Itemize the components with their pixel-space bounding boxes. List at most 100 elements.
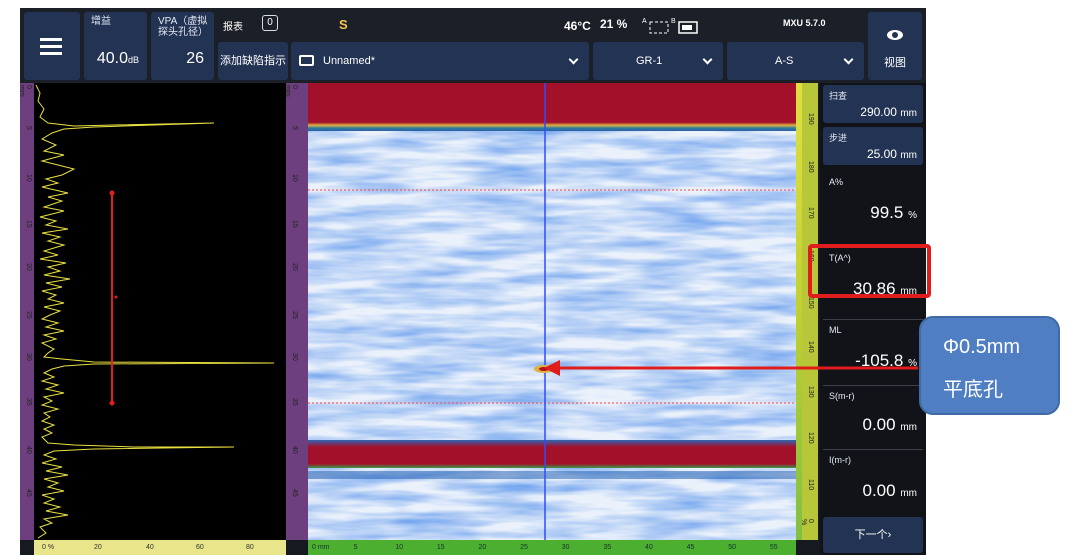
firmware-version: MXU 5.7.0 — [783, 18, 826, 28]
group-dropdown[interactable]: GR-1 — [593, 42, 723, 80]
x-tick: 50 — [728, 544, 736, 551]
x-tick: 25 — [520, 544, 528, 551]
reading-step[interactable]: 步进 25.00 mm — [823, 127, 923, 165]
reading-label: I(m-r) — [829, 455, 851, 465]
ruler-tick: 190 — [807, 113, 814, 125]
y-tick: 5 — [291, 126, 298, 130]
menu-button[interactable] — [24, 12, 80, 80]
x-tick: 10 — [395, 544, 404, 551]
annotation-callout: Φ0.5mm 平底孔 — [919, 316, 1060, 415]
flaw-detector-screen: 增益 40.0dB VPA（虚拟探头孔径） 26 报表 0 S 46°C 21 … — [20, 8, 926, 555]
ruler-tick: 150 — [807, 297, 814, 309]
reading-ml[interactable]: ML -105.8 % — [823, 321, 923, 389]
x-tick: 0 mm — [312, 544, 330, 551]
view-mode-dropdown[interactable]: A-S — [727, 42, 864, 80]
x-tick: 20 — [478, 544, 487, 551]
probe-a-label: A — [642, 18, 647, 25]
x-tick: 30 — [561, 544, 570, 551]
readings-panel: 扫查 290.00 mm 步进 25.00 mm A% 99.5 % T(A^)… — [820, 83, 926, 555]
y-tick: 0 mm — [284, 85, 298, 97]
ascan-depth-ruler: 0 mm 5 10 15 20 25 30 35 40 45 — [20, 83, 34, 540]
cscan-image — [308, 83, 796, 540]
file-dropdown[interactable]: Unnamed* — [291, 42, 589, 80]
x-tick: 40 — [146, 544, 154, 551]
reading-label: 步进 — [829, 133, 848, 143]
reading-value: 99.5 % — [870, 203, 917, 222]
reading-value: 25.00 mm — [866, 147, 917, 161]
divider — [823, 385, 923, 386]
x-tick: 40 — [644, 544, 653, 551]
y-tick: 25 — [25, 311, 32, 319]
y-tick: 10 — [291, 174, 298, 182]
x-tick: 15 — [436, 544, 445, 551]
add-flaw-indication-button[interactable]: 添加缺陷指示 — [218, 42, 288, 80]
reading-scan[interactable]: 扫查 290.00 mm — [823, 85, 923, 123]
y-tick: 35 — [291, 398, 298, 406]
view-label: 视图 — [884, 57, 906, 69]
cscan-depth-ruler: 0 mm 5 10 15 20 25 30 35 40 45 — [284, 83, 308, 540]
probe-b-label: B — [671, 18, 676, 25]
reading-label: S(m-r) — [829, 391, 855, 401]
x-tick: 55 — [769, 544, 778, 551]
reading-amplitude[interactable]: A% 99.5 % — [823, 173, 923, 243]
temperature-readout: 46°C — [564, 19, 591, 33]
y-tick: 30 — [291, 353, 298, 361]
vpa-label: VPA（虚拟探头孔径） — [158, 16, 208, 38]
gain-control[interactable]: 增益 40.0dB — [84, 12, 147, 80]
folder-icon — [299, 55, 314, 66]
y-tick: 35 — [25, 398, 32, 406]
chevron-down-icon — [843, 54, 854, 65]
x-tick: 5 — [353, 544, 358, 551]
top-toolbar: 增益 40.0dB VPA（虚拟探头孔径） 26 报表 0 S 46°C 21 … — [20, 8, 926, 83]
ascan-waveform — [35, 84, 275, 539]
report-label: 报表 — [223, 22, 243, 33]
annotation-line1: Φ0.5mm — [943, 336, 1021, 358]
reading-label: ML — [829, 325, 842, 335]
reading-value: 290.00 mm — [860, 105, 917, 119]
y-tick: 15 — [291, 220, 298, 228]
pointer-arrow — [544, 360, 918, 376]
reading-s-mr[interactable]: S(m-r) 0.00 mm — [823, 387, 923, 451]
divider — [823, 449, 923, 450]
y-tick: 10 — [25, 174, 32, 182]
x-tick: 60 — [196, 544, 204, 551]
annotation-line2: 平底孔 — [943, 379, 1003, 401]
chevron-down-icon — [568, 54, 579, 65]
file-name: Unnamed* — [323, 55, 375, 67]
reading-label: 扫查 — [829, 91, 848, 101]
x-tick: 80 — [246, 544, 254, 551]
y-tick: 40 — [25, 446, 32, 454]
y-tick: 5 — [25, 126, 32, 130]
status-indicator: S — [339, 17, 348, 32]
ruler-tick: 110 — [807, 479, 814, 491]
reading-value: 30.86 mm — [853, 279, 917, 298]
x-tick: 45 — [686, 544, 695, 551]
x-tick: 35 — [603, 544, 612, 551]
reading-i-mr[interactable]: I(m-r) 0.00 mm — [823, 451, 923, 515]
highlight-box — [808, 244, 931, 298]
x-tick: 20 — [94, 544, 102, 551]
ascan-view[interactable] — [34, 83, 286, 540]
y-tick: 20 — [25, 263, 32, 271]
vpa-value: 26 — [186, 50, 204, 67]
next-button[interactable]: 下一个› — [823, 517, 923, 553]
view-button[interactable]: 视图 — [868, 12, 922, 80]
reading-depth[interactable]: T(A^) 30.86 mm — [823, 249, 923, 317]
probe-ab-icon: A B — [642, 18, 698, 34]
color-ruler: 190 180 170 160 150 140 130 120 110 0 % — [796, 83, 818, 540]
cscan-view[interactable] — [308, 83, 796, 540]
x-tick: 0 % — [42, 544, 55, 551]
vpa-control[interactable]: VPA（虚拟探头孔径） 26 — [151, 12, 214, 80]
gain-value: 40.0dB — [96, 50, 139, 67]
reading-value: 0.00 mm — [862, 481, 918, 500]
y-tick: 45 — [25, 489, 32, 497]
battery-readout: 21 % — [600, 17, 628, 31]
reading-label: T(A^) — [829, 253, 851, 263]
eye-icon — [887, 30, 903, 40]
report-count[interactable]: 0 — [262, 15, 278, 31]
y-tick: 20 — [291, 263, 298, 271]
ruler-tick: 170 — [807, 207, 814, 219]
gain-label: 增益 — [91, 16, 111, 27]
front-wall-echo — [308, 83, 796, 131]
reading-value: 0.00 mm — [862, 415, 918, 434]
